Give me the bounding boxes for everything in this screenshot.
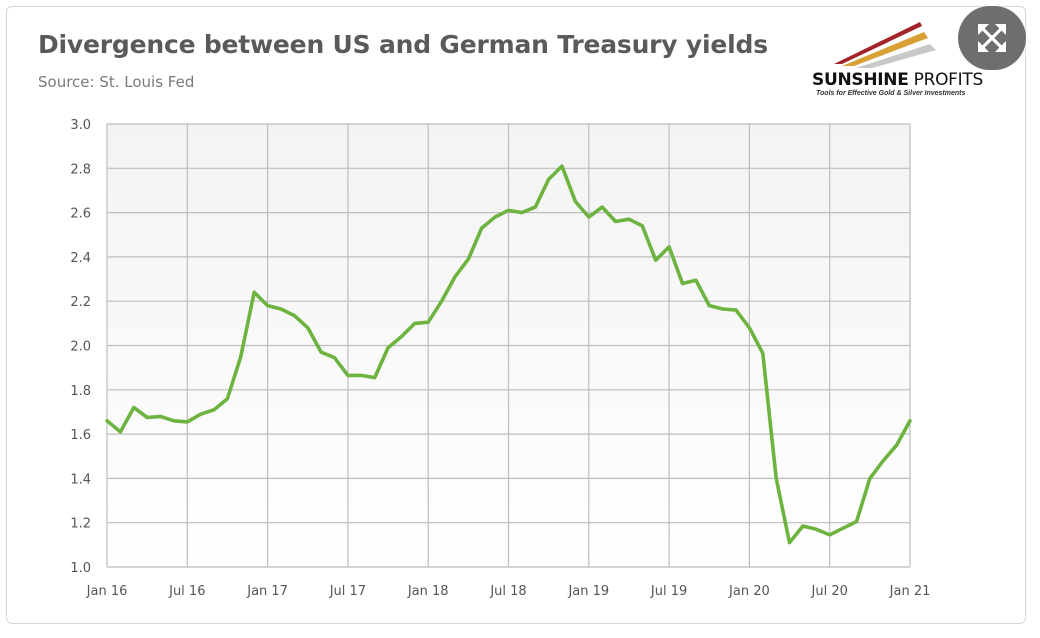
yield-spread-line [105, 164, 912, 545]
x-tick-label: Jul 17 [329, 584, 366, 599]
data-point [199, 412, 203, 416]
data-point [707, 304, 711, 308]
series [105, 164, 912, 545]
data-point [680, 281, 684, 285]
y-tick-label: 2.2 [70, 295, 91, 310]
y-tick-label: 1.4 [70, 472, 91, 487]
grid [106, 123, 911, 568]
data-point [774, 476, 778, 480]
data-point [132, 406, 136, 410]
data-point [466, 257, 470, 261]
data-point [573, 200, 577, 204]
data-point [761, 351, 765, 355]
data-point [667, 245, 671, 249]
data-point [654, 258, 658, 262]
data-point [694, 278, 698, 282]
data-point [507, 208, 511, 212]
chart-title: Divergence between US and German Treasur… [38, 30, 768, 59]
data-point [185, 420, 189, 424]
data-point [292, 314, 296, 318]
expand-button[interactable] [958, 6, 1026, 70]
x-tick-label: Jul 16 [168, 584, 205, 599]
chart-source: Source: St. Louis Fed [38, 73, 195, 91]
data-point [239, 355, 243, 359]
data-point [373, 376, 377, 380]
data-point [399, 335, 403, 339]
x-axis: Jan 16 Jul 16 Jan 17 Jul 17 Jan 18 Jul 18 Jan … [86, 584, 931, 599]
data-point [333, 356, 337, 360]
data-point [118, 430, 122, 434]
x-tick-label: Jul 19 [650, 584, 687, 599]
y-tick-label: 2.8 [70, 162, 91, 177]
data-point [640, 224, 644, 228]
data-point [440, 299, 444, 303]
data-point [413, 321, 417, 325]
data-point [895, 443, 899, 447]
logo-tagline: Tools for Effective Gold & Silver Invest… [816, 90, 966, 97]
data-point [721, 307, 725, 311]
sunshine-profits-logo-icon [834, 22, 936, 68]
data-point [386, 346, 390, 350]
data-point [225, 397, 229, 401]
data-point [453, 275, 457, 279]
data-point [547, 177, 551, 181]
data-point [520, 211, 524, 215]
data-point [172, 419, 176, 423]
data-point [266, 304, 270, 308]
y-tick-label: 2.4 [70, 251, 91, 266]
x-tick-label: Jan 18 [407, 584, 449, 599]
data-point [854, 520, 858, 524]
y-tick-label: 1.0 [70, 561, 91, 576]
x-tick-label: Jul 18 [489, 584, 526, 599]
data-point [734, 308, 738, 312]
data-point [480, 226, 484, 230]
x-tick-label: Jan 16 [86, 584, 128, 599]
data-point [881, 459, 885, 463]
x-tick-label: Jan 20 [728, 584, 770, 599]
data-point [159, 414, 163, 418]
data-point [801, 524, 805, 528]
data-point [868, 476, 872, 480]
y-tick-label: 2.6 [70, 207, 91, 222]
data-point [788, 541, 792, 545]
logo-name: SUNSHINE PROFITS [812, 70, 983, 90]
y-tick-label: 1.2 [70, 517, 91, 532]
data-point [212, 408, 216, 412]
data-point [426, 320, 430, 324]
data-point [614, 219, 618, 223]
data-point [747, 326, 751, 330]
x-tick-label: Jan 17 [246, 584, 288, 599]
x-tick-label: Jan 21 [889, 584, 931, 599]
y-tick-label: 1.8 [70, 384, 91, 399]
data-point [600, 205, 604, 209]
y-axis: 1.0 1.2 1.4 1.6 1.8 2.0 2.2 2.4 2.6 2.8 3.0 [70, 118, 91, 576]
data-point [841, 526, 845, 530]
data-point [587, 215, 591, 219]
data-point [145, 415, 149, 419]
data-point [279, 307, 283, 311]
data-point [359, 373, 363, 377]
data-point [493, 215, 497, 219]
y-tick-label: 2.0 [70, 340, 91, 355]
data-point [627, 217, 631, 221]
data-point [252, 290, 256, 294]
data-point [908, 419, 912, 423]
y-tick-label: 1.6 [70, 428, 91, 443]
data-point [346, 373, 350, 377]
data-point [828, 533, 832, 537]
expand-arrows-icon [978, 24, 1006, 52]
data-point [814, 527, 818, 531]
data-point [533, 205, 537, 209]
data-point [319, 350, 323, 354]
data-point [105, 419, 109, 423]
data-point [560, 164, 564, 168]
y-tick-label: 3.0 [70, 118, 91, 133]
data-point [306, 326, 310, 330]
x-tick-label: Jul 20 [811, 584, 848, 599]
x-tick-label: Jan 19 [567, 584, 609, 599]
